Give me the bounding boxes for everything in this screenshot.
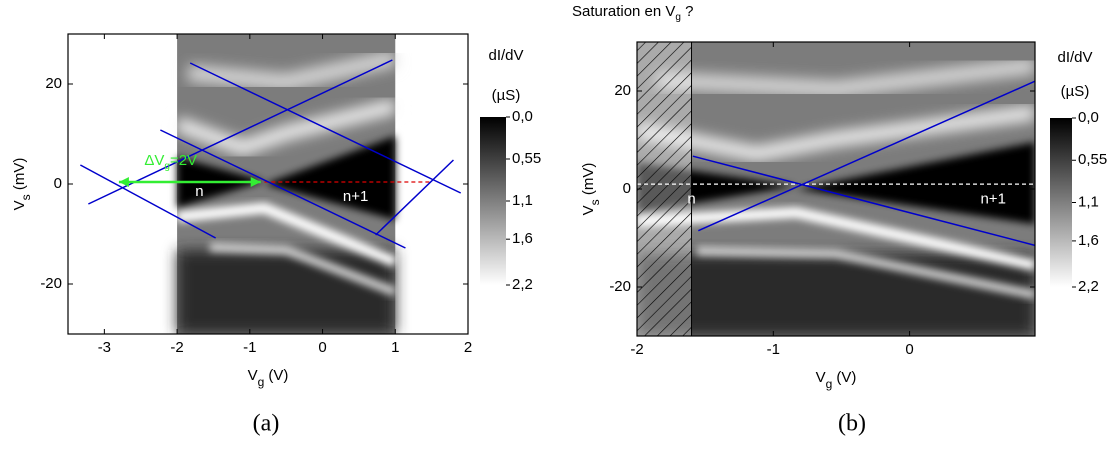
chart-title: Saturation en Vg ? [572,3,693,23]
text-part: V [816,369,826,386]
arrow-head [250,177,261,187]
fit-line [698,80,1035,232]
fit-line [692,155,1035,247]
colorbar-tick-label: 0,55 [1078,151,1107,168]
x-tick-label: -2 [170,339,183,356]
annotation: n+1 [343,188,368,205]
y-axis-label: Vs (mV) [11,158,33,211]
heatmap-dark [264,136,396,220]
x-tick-label: 2 [464,339,472,356]
fit-line [88,59,393,205]
hatch-region [637,42,693,336]
text-part: =2V [170,152,197,169]
y-axis-label: Vs (mV) [580,163,602,216]
colorbar-tick-label: 2,2 [512,276,533,293]
colorbar-tick-label: 1,6 [512,230,533,247]
x-axis-label: Vg (V) [816,369,857,391]
colorbar-tick-label: 1,1 [512,192,533,209]
x-tick-label: -3 [98,339,111,356]
x-axis-label: Vg (V) [248,367,289,389]
heatmap-bottom [637,253,1035,336]
colorbar-tick-label: 0,0 [512,108,533,125]
x-tick-label: -1 [767,341,780,358]
heatmap-band [656,57,1035,98]
fit-line [189,62,462,194]
annotation: ΔVg=2V [144,152,197,172]
heatmap-band [209,242,397,297]
text-part: g [826,377,833,391]
heatmap-band [174,99,397,156]
y-tick-label: 0 [623,180,631,197]
arrow-head [118,177,129,187]
colorbar-title: dI/dV [488,47,523,64]
annotation: n [687,191,695,208]
colorbar [480,117,506,285]
x-tick-label: -1 [243,339,256,356]
x-tick-label: 0 [318,339,326,356]
heatmap-band [696,246,1035,300]
text-part: g [675,12,681,23]
text-part: V [248,367,258,384]
colorbar-title: (µS) [492,87,521,104]
heatmap-band [187,50,397,91]
text-part: ΔV [144,152,164,169]
text-part: V [580,205,597,215]
text-part: s [588,199,602,205]
colorbar-tick-label: 0,0 [1078,109,1099,126]
heatmap-dark [796,141,1035,225]
heatmap-band [176,202,398,268]
y-tick-label: 0 [54,175,62,192]
text-part: (V) [264,367,288,384]
fit-line [375,159,454,236]
x-tick-label: -2 [630,341,643,358]
text-part: V [11,200,28,210]
caption: (b) [838,411,866,437]
y-tick-label: -20 [40,275,62,292]
fit-line [80,164,216,239]
colorbar-tick-label: 2,2 [1078,278,1099,295]
text-part: (mV) [11,158,28,195]
annotation: n [195,183,203,200]
colorbar-title: dI/dV [1057,49,1092,66]
text-part: g [164,161,170,172]
x-tick-label: 1 [391,339,399,356]
y-tick-label: 20 [45,75,62,92]
text-part: g [258,375,265,389]
colorbar-tick-label: 0,55 [512,150,541,167]
plot-area [80,34,462,334]
plot-area [637,42,1035,336]
colorbar [1050,118,1072,287]
y-tick-label: 20 [614,82,631,99]
fit-line [160,129,406,249]
caption: (a) [253,411,280,437]
text-part: ? [681,3,694,20]
heatmap-bottom [177,250,396,334]
text-part: (V) [832,369,856,386]
text-part: Saturation en V [572,3,675,20]
text-part: s [19,194,33,200]
text-part: (mV) [580,163,597,200]
annotation: n+1 [980,191,1005,208]
colorbar-tick-label: 1,1 [1078,193,1099,210]
colorbar-tick-label: 1,6 [1078,232,1099,249]
colorbar-title: (µS) [1061,83,1090,100]
x-tick-label: 0 [905,341,913,358]
y-tick-label: -20 [609,278,631,295]
